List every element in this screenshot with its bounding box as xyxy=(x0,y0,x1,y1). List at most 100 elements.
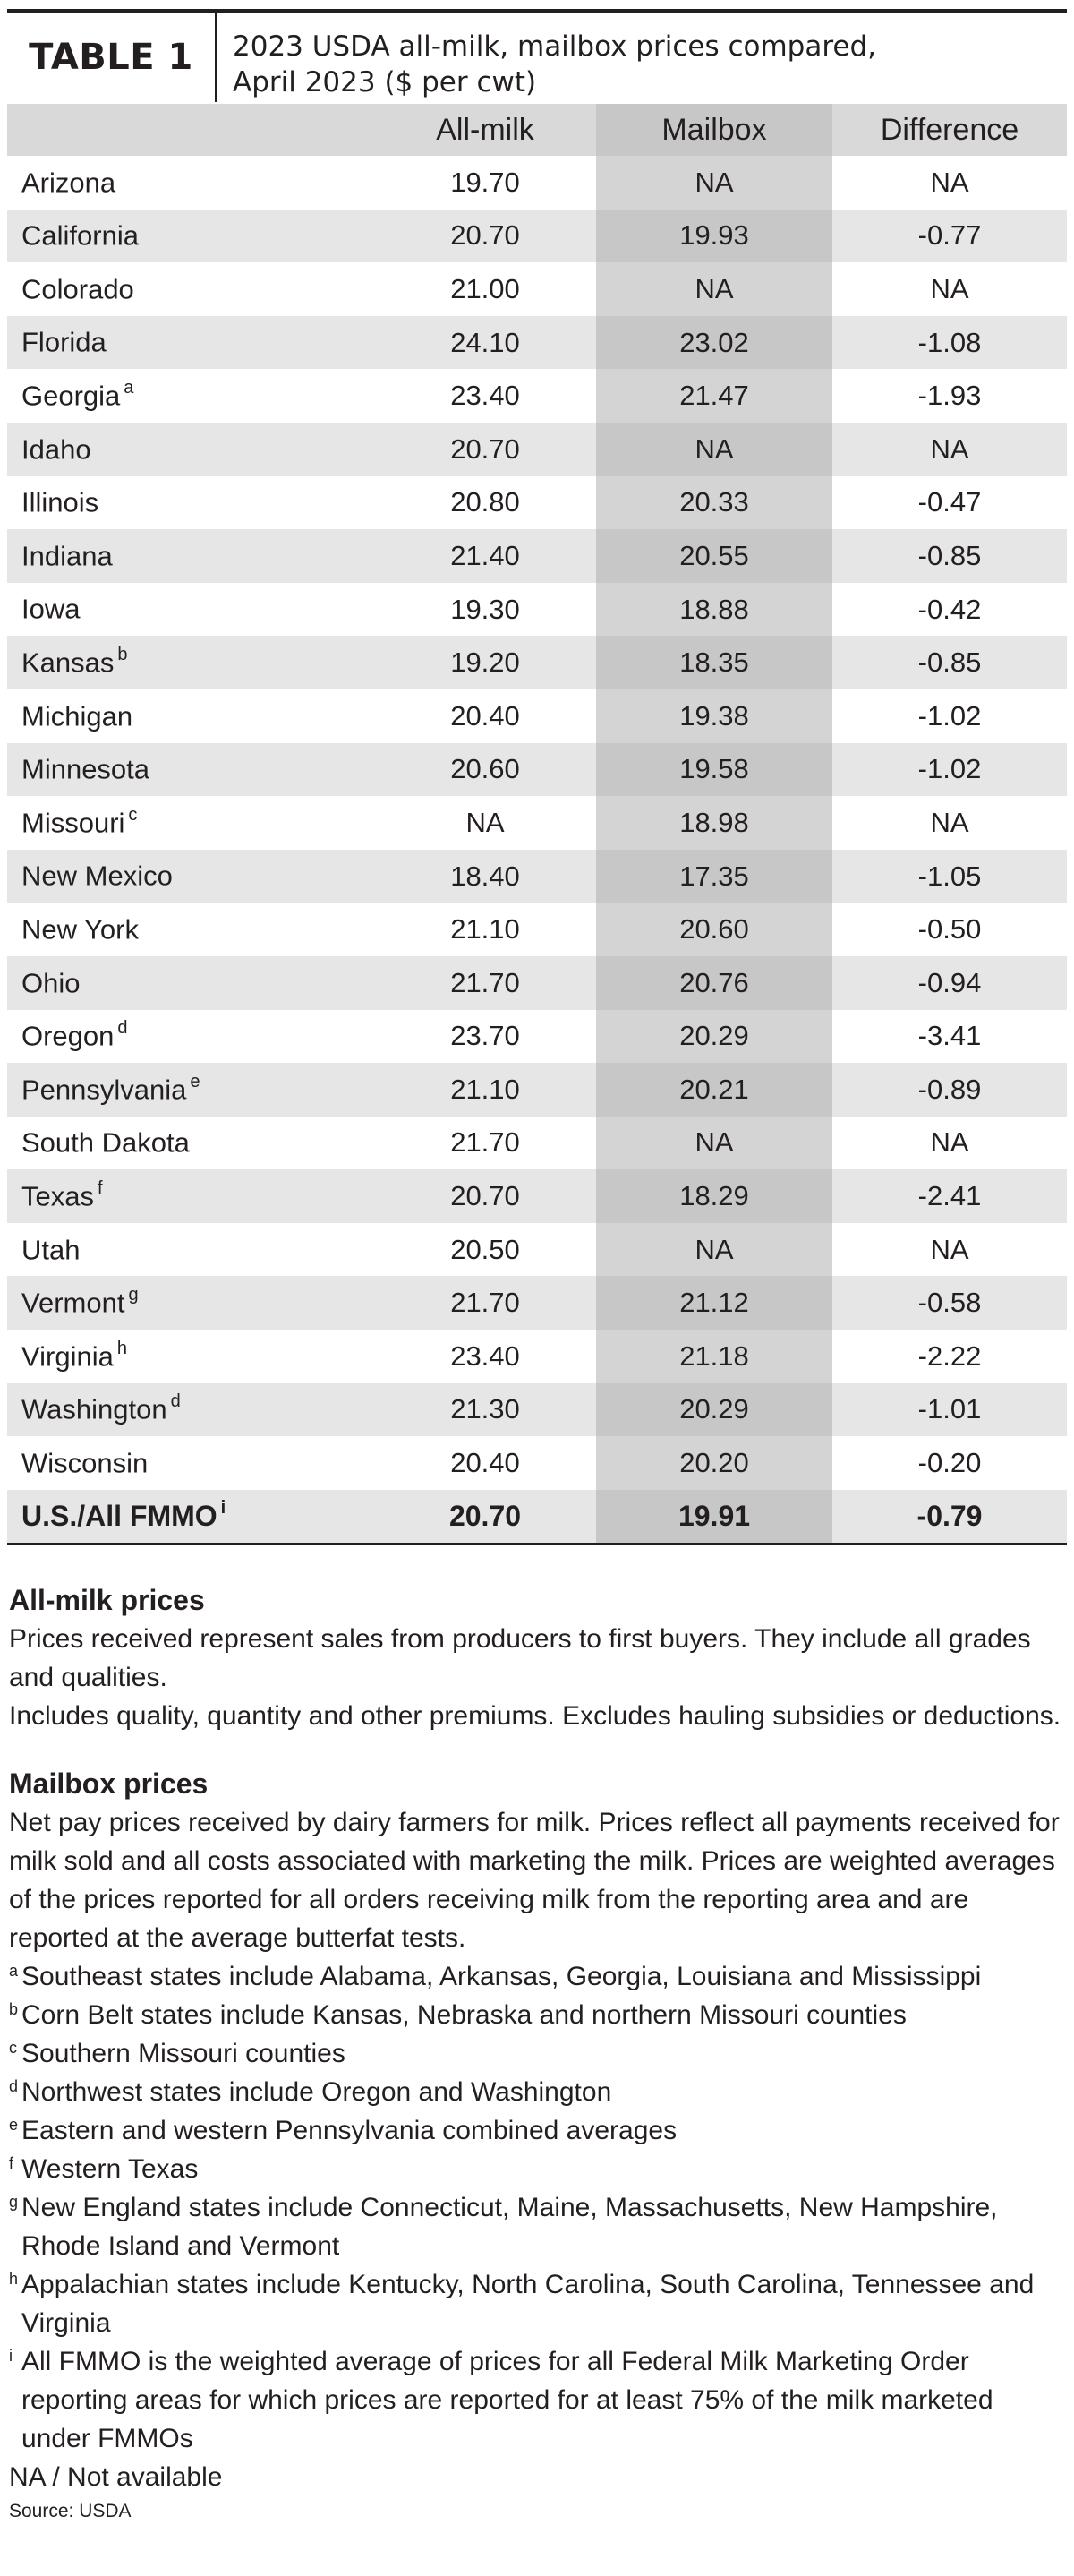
footnote-text: Southeast states include Alabama, Arkans… xyxy=(21,1962,982,1991)
state-name: Wisconsin xyxy=(21,1447,149,1479)
state-cell: Idaho xyxy=(7,422,374,476)
table-row: Indiana 21.40 20.55 -0.85 xyxy=(7,529,1067,583)
all-milk-cell: 21.10 xyxy=(450,913,520,946)
state-name: Idaho xyxy=(21,432,91,465)
all-milk-cell: 19.20 xyxy=(374,636,596,689)
mailbox-cell: 20.29 xyxy=(596,1382,832,1437)
table-title-line-1: 2023 USDA all-milk, mailbox prices compa… xyxy=(233,30,877,63)
all-milk-cell: 20.70 xyxy=(374,1169,596,1223)
state-cell: Indiana xyxy=(7,529,374,583)
all-milk-cell: 20.50 xyxy=(450,1233,520,1265)
prices-table: All-milk Mailbox Difference Arizona 19.70… xyxy=(7,104,1067,1546)
all-milk-cell: 23.40 xyxy=(450,1339,520,1372)
difference-cell: -0.85 xyxy=(832,636,1067,689)
table-row: Vermont g 21.70 21.12 -0.58 xyxy=(7,1276,1067,1331)
state-name: South Dakota xyxy=(21,1126,190,1159)
mailbox-cell: 19.93 xyxy=(596,209,832,263)
footnote-text: Northwest states include Oregon and Wash… xyxy=(21,2077,612,2107)
state-cell: Michigan xyxy=(7,689,374,743)
footnote: h Appalachian states include Kentucky, No… xyxy=(9,2265,1065,2342)
all-milk-cell: 20.40 xyxy=(450,1447,520,1479)
state-name: Iowa xyxy=(21,593,81,625)
table-header: TABLE 1 2023 USDA all-milk, mailbox pric… xyxy=(7,9,1067,102)
all-milk-cell: 19.70 xyxy=(450,166,520,198)
state-cell: Pennsylvania e xyxy=(7,1063,374,1117)
footnote-mark: h xyxy=(9,2270,19,2288)
all-milk-cell: 21.10 xyxy=(374,1063,596,1117)
table-row: Michigan 20.40 19.38 -1.02 xyxy=(7,689,1067,743)
all-milk-cell: 20.40 xyxy=(450,699,520,732)
difference-cell: -1.93 xyxy=(917,380,982,412)
footnote-text: Corn Belt states include Kansas, Nebrask… xyxy=(21,2000,907,2030)
all-milk-cell: 20.70 xyxy=(374,1489,596,1546)
table-row: Minnesota 20.60 19.58 -1.02 xyxy=(7,742,1067,797)
difference-cell: NA xyxy=(930,272,969,304)
footnote-mark: d xyxy=(9,2077,19,2095)
mailbox-cell: 18.29 xyxy=(596,1169,832,1223)
table-row: Iowa 19.30 18.88 -0.42 xyxy=(7,582,1067,637)
state-cell: Missouri c xyxy=(7,796,374,850)
mailbox-cell: NA xyxy=(596,262,832,316)
state-name: New York xyxy=(21,913,139,946)
state-name: Utah xyxy=(21,1233,81,1265)
difference-cell: -0.94 xyxy=(832,955,1067,1010)
state-cell: South Dakota xyxy=(7,1117,374,1170)
mailbox-cell: 17.35 xyxy=(596,849,832,903)
table-row: Texas f 20.70 18.29 -2.41 xyxy=(7,1169,1067,1223)
footnote-mark: e xyxy=(9,2116,19,2134)
all-milk-cell: 21.70 xyxy=(374,1276,596,1331)
all-milk-cell: 20.80 xyxy=(450,486,520,518)
footnote-mark: g xyxy=(9,2193,19,2211)
all-milk-cell: 20.70 xyxy=(374,209,596,263)
mailbox-heading: Mailbox prices xyxy=(9,1767,209,1800)
footnote-text: Appalachian states include Kentucky, Nor… xyxy=(21,2270,1035,2338)
all-milk-cell: 24.10 xyxy=(374,315,596,370)
mailbox-cell: 21.12 xyxy=(596,1276,832,1331)
table-row: Georgia a 23.40 21.47 -1.93 xyxy=(7,369,1067,423)
difference-cell: -1.08 xyxy=(832,315,1067,370)
mailbox-cell: 19.91 xyxy=(596,1489,832,1546)
table-row: Arizona 19.70 NA NA xyxy=(7,156,1067,210)
footnote-marker: f xyxy=(97,1177,103,1198)
state-name: Vermont xyxy=(21,1287,125,1319)
footnote-marker: b xyxy=(117,644,128,664)
all-milk-cell: 18.40 xyxy=(374,849,596,903)
state-name: Pennsylvania xyxy=(21,1074,187,1106)
all-milk-description: Prices received represent sales from pro… xyxy=(9,1624,1031,1692)
state-cell: New Mexico xyxy=(7,849,374,903)
table-row: Kansas b 19.20 18.35 -0.85 xyxy=(7,636,1067,689)
state-cell: New York xyxy=(7,903,374,956)
column-header-row: All-milk Mailbox Difference xyxy=(7,104,1067,156)
mailbox-cell: 20.20 xyxy=(596,1436,832,1490)
all-milk-cell: 21.70 xyxy=(450,1126,520,1159)
state-name: Missouri xyxy=(21,807,125,839)
difference-cell: -3.41 xyxy=(917,1020,982,1052)
difference-cell: -0.79 xyxy=(832,1489,1067,1546)
column-header-mailbox: Mailbox xyxy=(596,104,832,156)
state-name: U.S./All FMMO xyxy=(21,1500,217,1533)
state-cell: Ohio xyxy=(7,955,374,1010)
mailbox-cell: 20.21 xyxy=(596,1063,832,1117)
table-row: Oregon d 23.70 20.29 -3.41 xyxy=(7,1009,1067,1064)
state-cell: Georgia a xyxy=(7,369,374,423)
all-milk-cell: 20.70 xyxy=(374,422,596,476)
state-cell: Illinois xyxy=(7,476,374,530)
all-milk-cell: 21.30 xyxy=(374,1382,596,1437)
all-milk-cell: 21.40 xyxy=(374,529,596,583)
footnote: a Southeast states include Alabama, Arkan… xyxy=(9,1957,1065,1996)
all-milk-cell: 23.40 xyxy=(450,380,520,412)
difference-cell: -0.77 xyxy=(832,209,1067,263)
mailbox-cell: 20.33 xyxy=(596,475,832,530)
mailbox-cell: 23.02 xyxy=(596,315,832,370)
state-cell: Iowa xyxy=(7,583,374,637)
difference-cell: NA xyxy=(930,1126,969,1159)
footnote-text: All FMMO is the weighted average of pric… xyxy=(21,2347,993,2453)
state-name: New Mexico xyxy=(21,860,173,892)
footnote-mark: a xyxy=(9,1962,19,1980)
mailbox-cell: NA xyxy=(596,422,832,476)
state-cell: Florida xyxy=(7,315,374,370)
mailbox-cell: 21.18 xyxy=(596,1330,832,1383)
footnote: f Western Texas xyxy=(9,2150,1065,2188)
state-name: Oregon xyxy=(21,1020,115,1052)
